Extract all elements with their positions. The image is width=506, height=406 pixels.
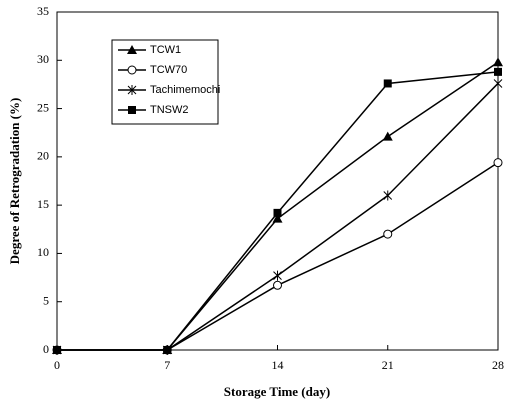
- marker: [382, 131, 393, 141]
- y-tick-label: 25: [37, 100, 49, 114]
- x-tick-label: 28: [492, 358, 504, 372]
- marker: [383, 190, 393, 201]
- marker: [383, 79, 392, 88]
- marker: [493, 78, 503, 89]
- marker: [493, 158, 503, 168]
- legend-label: TCW1: [150, 44, 181, 56]
- y-tick-label: 15: [37, 197, 49, 211]
- x-tick-label: 7: [164, 358, 170, 372]
- y-tick-label: 0: [43, 342, 49, 356]
- x-axis-label: Storage Time (day): [224, 384, 330, 399]
- marker: [273, 270, 282, 281]
- marker: [273, 280, 282, 290]
- y-tick-label: 20: [37, 149, 49, 163]
- x-tick-label: 21: [382, 358, 394, 372]
- legend-marker: [128, 106, 136, 114]
- y-tick-label: 35: [37, 4, 49, 18]
- marker: [493, 57, 503, 67]
- legend-marker: [127, 85, 137, 95]
- y-tick-label: 30: [37, 52, 49, 66]
- y-axis-label: Degree of Retrogradation (%): [7, 98, 22, 265]
- marker: [272, 213, 283, 223]
- y-tick-label: 5: [43, 293, 49, 307]
- legend-marker: [127, 45, 137, 54]
- y-tick-label: 10: [37, 245, 49, 259]
- legend-marker: [127, 65, 137, 75]
- marker: [383, 229, 393, 239]
- legend-label: TCW70: [150, 64, 187, 76]
- marker: [163, 346, 172, 354]
- legend-label: Tachimemochi: [150, 84, 220, 96]
- marker: [494, 67, 502, 76]
- marker: [273, 208, 282, 217]
- marker: [53, 346, 61, 354]
- x-tick-label: 0: [54, 358, 60, 372]
- series-line: [57, 162, 499, 351]
- x-tick-label: 14: [272, 358, 284, 372]
- legend-label: TNSW2: [150, 104, 189, 116]
